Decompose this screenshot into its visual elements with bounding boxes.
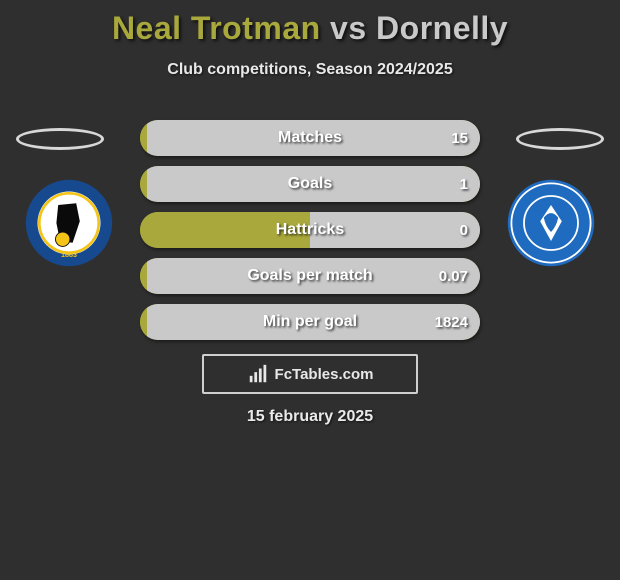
player-left-name: Neal Trotman [112,10,321,46]
stat-bar-right-fill [147,166,480,202]
club-badge-left: 1883 [24,178,114,268]
stat-bar-left-fill [140,166,147,202]
player-left-flag-ellipse [16,128,104,150]
club-crest-right-svg [506,178,596,268]
subtitle: Club competitions, Season 2024/2025 [0,61,620,79]
stat-bar-right-fill [147,304,480,340]
stat-bar-left-fill [140,120,147,156]
stat-bar-left-fill [140,304,147,340]
stat-bar: Matches15 [140,120,480,156]
stat-bar: Goals1 [140,166,480,202]
stat-bar-left-fill [140,258,147,294]
comparison-title: Neal Trotman vs Dornelly [0,0,620,47]
player-right-name: Dornelly [376,10,508,46]
club-badge-right [506,178,596,268]
stat-bar-right-fill [310,212,480,248]
fctables-logo-box: FcTables.com [202,354,418,394]
comparison-bars: Matches15 Goals1 Hattricks0 Goals per match… [140,120,480,350]
player-right-flag-ellipse [516,128,604,150]
fctables-logo-text: FcTables.com [275,366,374,383]
stat-bar: Goals per match0.07 [140,258,480,294]
club-crest-left-svg: 1883 [24,178,114,268]
date-label: 15 february 2025 [0,408,620,426]
stat-bar-right-fill [147,258,480,294]
stat-bar: Hattricks0 [140,212,480,248]
stat-bar-left-fill [140,212,310,248]
svg-text:1883: 1883 [61,250,77,259]
vs-label: vs [330,10,367,46]
stat-bar: Min per goal1824 [140,304,480,340]
bar-chart-icon [247,363,269,385]
stat-bar-right-fill [147,120,480,156]
